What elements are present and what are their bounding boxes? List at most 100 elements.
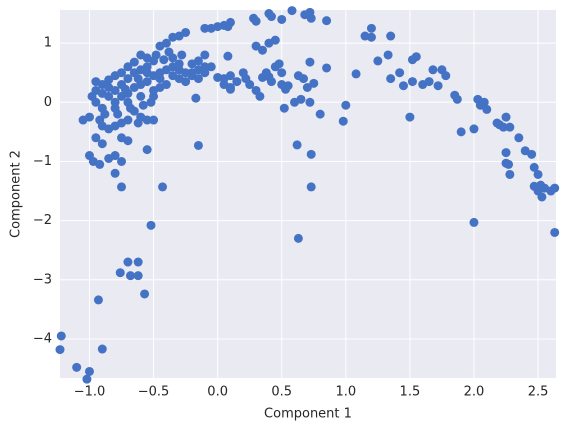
- y-axis-label: Component 2: [9, 150, 24, 238]
- point: [117, 182, 127, 192]
- point: [245, 80, 255, 90]
- point: [266, 12, 276, 22]
- point: [306, 182, 316, 192]
- point: [93, 295, 103, 305]
- point: [136, 50, 146, 60]
- point: [258, 45, 268, 55]
- point: [133, 271, 143, 281]
- point: [97, 344, 107, 354]
- point: [479, 97, 489, 107]
- x-tick-label: 0.5: [271, 385, 292, 400]
- point: [146, 220, 156, 230]
- y-tick-label: 1: [44, 36, 52, 51]
- point: [84, 112, 94, 122]
- point: [113, 109, 123, 119]
- point: [110, 71, 120, 81]
- point: [187, 59, 197, 69]
- point: [411, 52, 421, 62]
- point: [306, 149, 316, 159]
- point: [123, 74, 133, 84]
- points: [55, 6, 560, 384]
- point: [200, 50, 210, 60]
- point: [110, 151, 120, 161]
- point: [501, 112, 511, 122]
- point: [142, 77, 152, 87]
- point: [366, 32, 376, 42]
- x-tick-label: 1.5: [400, 385, 421, 400]
- point: [452, 94, 462, 104]
- point: [537, 192, 547, 202]
- point: [322, 63, 332, 73]
- point: [123, 136, 133, 146]
- point: [407, 77, 417, 87]
- point: [501, 148, 511, 158]
- point: [193, 140, 203, 150]
- point: [277, 68, 287, 78]
- point: [366, 23, 376, 33]
- x-tick-label: 2.5: [528, 385, 549, 400]
- point: [315, 109, 325, 119]
- point: [191, 93, 201, 103]
- point: [84, 366, 94, 376]
- x-tick-label: −1.0: [74, 385, 106, 400]
- point: [200, 23, 210, 33]
- point: [223, 51, 233, 61]
- point: [341, 100, 351, 110]
- point: [386, 31, 396, 41]
- point: [232, 77, 242, 87]
- point: [110, 97, 120, 107]
- point: [279, 103, 289, 113]
- point: [306, 13, 316, 23]
- point: [482, 104, 492, 114]
- point: [255, 91, 265, 101]
- point: [136, 91, 146, 101]
- y-tick-label: −3: [33, 272, 52, 287]
- point: [193, 74, 203, 84]
- point: [428, 65, 438, 75]
- point: [469, 217, 479, 227]
- point: [225, 71, 235, 81]
- point: [225, 83, 235, 93]
- point: [351, 69, 361, 79]
- point: [164, 47, 174, 57]
- point: [100, 109, 110, 119]
- point: [120, 84, 130, 94]
- point: [533, 169, 543, 179]
- point: [386, 74, 396, 84]
- x-tick-label: −0.5: [138, 385, 170, 400]
- point: [469, 124, 479, 134]
- point: [305, 57, 315, 67]
- point: [142, 62, 152, 72]
- point: [309, 78, 319, 88]
- point: [505, 169, 515, 179]
- point: [155, 74, 165, 84]
- point: [159, 55, 169, 65]
- point: [505, 122, 515, 132]
- point: [498, 122, 508, 132]
- point: [322, 16, 332, 26]
- point: [405, 112, 415, 122]
- point: [287, 6, 297, 16]
- point: [168, 71, 178, 81]
- point: [266, 77, 276, 87]
- point: [550, 183, 560, 193]
- point: [123, 257, 133, 267]
- point: [168, 32, 178, 42]
- x-tick-label: 1.0: [335, 385, 356, 400]
- point: [123, 62, 133, 72]
- point: [155, 83, 165, 93]
- point: [504, 159, 514, 169]
- point: [383, 50, 393, 60]
- point: [72, 362, 82, 372]
- point: [296, 94, 306, 104]
- point: [373, 56, 383, 66]
- point: [302, 83, 312, 93]
- y-tick-label: −2: [33, 213, 52, 228]
- point: [529, 162, 539, 172]
- point: [433, 81, 443, 91]
- point: [424, 77, 434, 87]
- point: [398, 81, 408, 91]
- point: [95, 159, 105, 169]
- point: [527, 149, 537, 159]
- point: [251, 41, 261, 51]
